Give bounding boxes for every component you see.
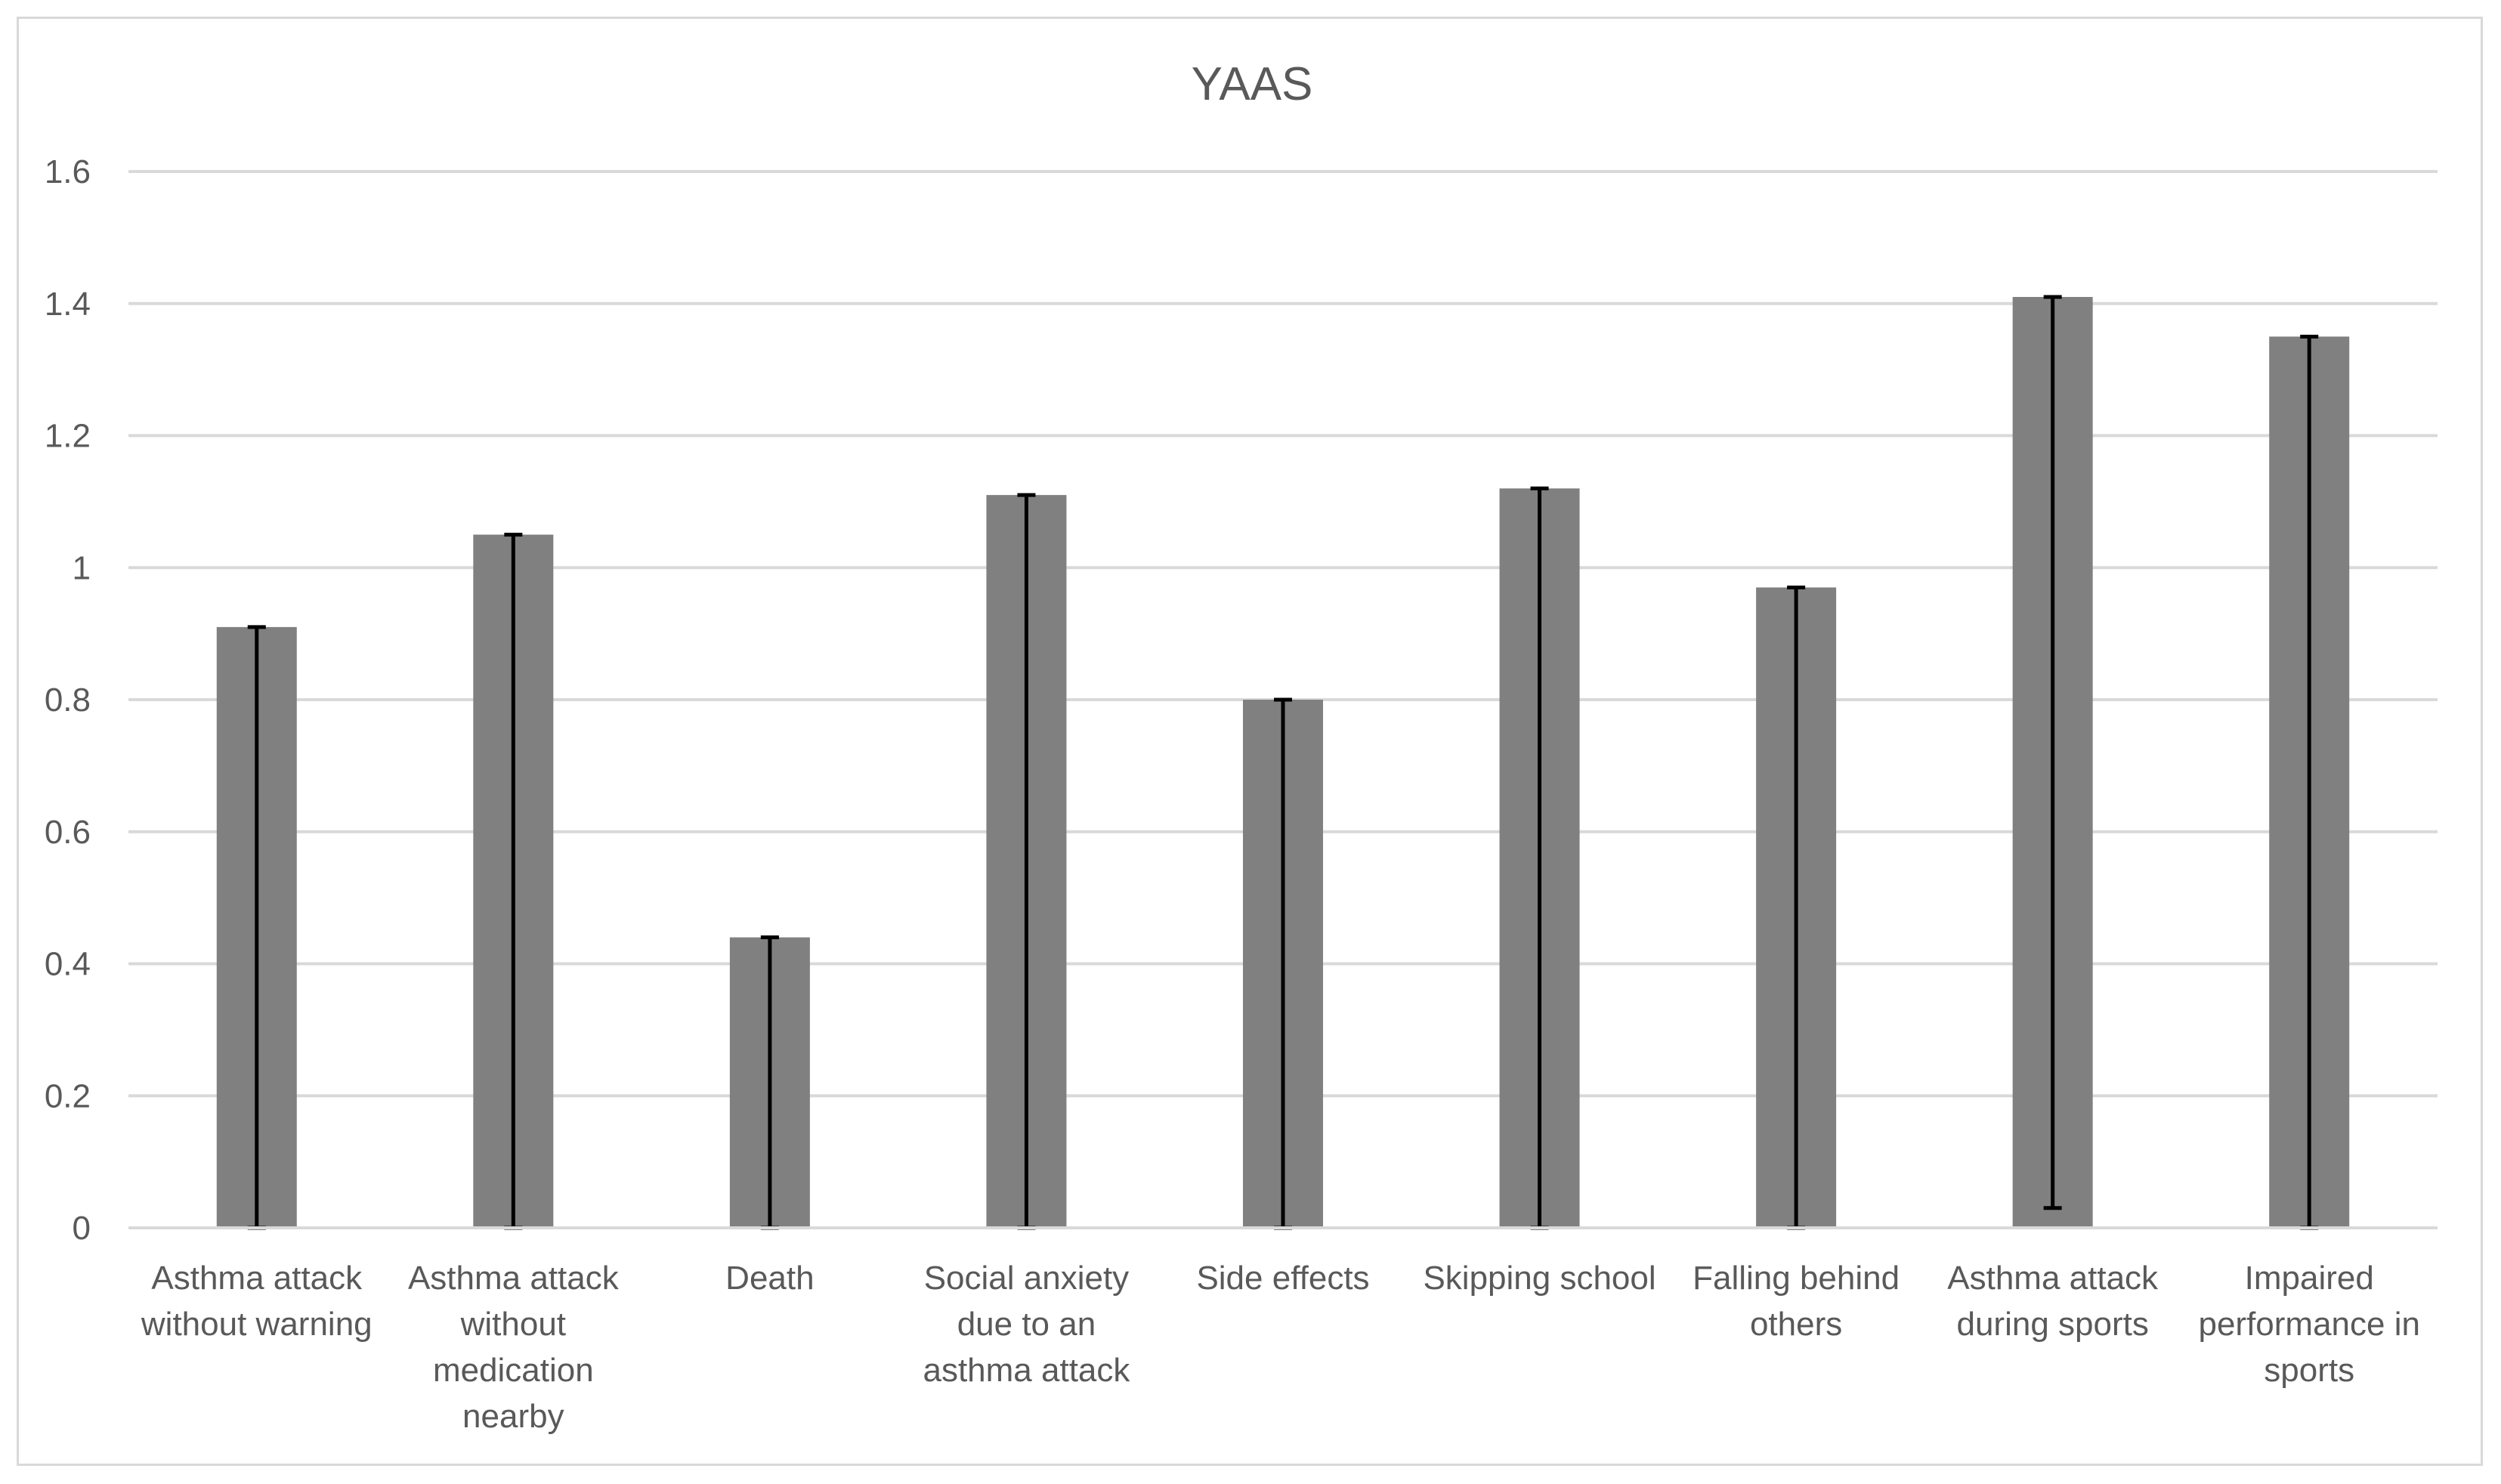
x-category-label: Asthma attack without medication nearby [408, 1260, 620, 1435]
x-category-label: Impaired performance in sports [2198, 1260, 2419, 1389]
y-tick-label: 0.2 [45, 1077, 91, 1115]
x-category-label: Death [725, 1260, 814, 1297]
y-tick-label: 0.8 [45, 682, 91, 719]
chart-title: YAAS [1192, 58, 1313, 110]
x-category-label: Social anxiety due to an asthma attack [923, 1260, 1130, 1389]
y-tick-label: 1.6 [45, 153, 91, 190]
x-category-label: Falling behind others [1693, 1260, 1900, 1343]
y-axis-tick-labels: 0 0.2 0.4 0.6 0.8 1 1.2 1.4 1.6 [45, 153, 91, 1247]
y-tick-label: 1 [73, 549, 91, 586]
y-tick-label: 1.2 [45, 418, 91, 455]
y-tick-label: 0.6 [45, 814, 91, 851]
x-category-label: Side effects [1196, 1260, 1369, 1297]
y-tick-label: 1.4 [45, 286, 91, 323]
error-bar [2043, 295, 2062, 1210]
y-tick-label: 0.4 [45, 946, 91, 983]
x-category-label: Asthma attack during sports [1947, 1260, 2159, 1343]
x-category-label: Asthma attack without warning [141, 1260, 373, 1343]
y-tick-label: 0 [73, 1210, 91, 1247]
x-axis-category-labels: Asthma attack without warning Asthma attac… [141, 1260, 2420, 1435]
x-category-label: Skipping school [1423, 1260, 1655, 1297]
